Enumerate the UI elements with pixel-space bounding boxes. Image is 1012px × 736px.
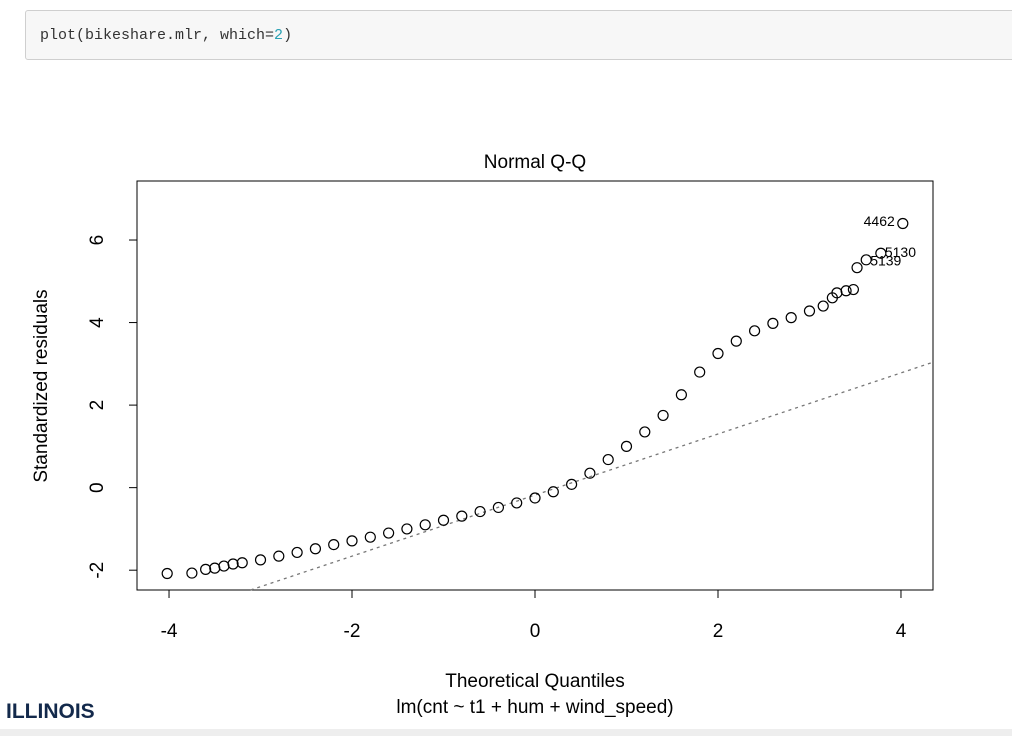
point: [657, 409, 669, 422]
point: [309, 543, 322, 555]
point: [620, 440, 633, 452]
point: [218, 560, 230, 572]
point: [364, 531, 376, 543]
point: [712, 347, 724, 360]
point: [227, 558, 239, 570]
y-tick-label: 2: [87, 400, 108, 411]
code-cell[interactable]: plot(bikeshare.mlr, which=2): [25, 10, 1012, 60]
code-number: 2: [274, 27, 284, 44]
point: [897, 217, 909, 230]
y-tick-label: -2: [87, 562, 108, 579]
point: [803, 305, 816, 317]
point: [840, 285, 852, 297]
x-axis-label: Theoretical Quantiles: [445, 671, 625, 692]
y-tick-label: 0: [87, 482, 108, 493]
point: [511, 497, 523, 509]
point: [748, 325, 761, 337]
point-label: 4462: [864, 213, 895, 229]
point: [474, 505, 486, 518]
point: [328, 539, 340, 551]
point: [419, 519, 431, 531]
point: [291, 546, 303, 559]
point: [186, 567, 198, 579]
point-label: 5139: [870, 253, 901, 269]
point: [346, 535, 358, 547]
x-tick-label: 4: [896, 621, 907, 642]
point: [639, 426, 651, 438]
x-tick-label: 2: [713, 621, 724, 642]
point: [817, 300, 829, 312]
point: [529, 492, 541, 504]
point: [584, 467, 596, 479]
qq-line: [250, 361, 934, 591]
point: [254, 554, 267, 566]
footer-strip: [0, 729, 1012, 736]
point: [565, 478, 578, 490]
y-axis-label: Standardized residuals: [31, 289, 52, 482]
point: [730, 335, 742, 347]
point: [383, 527, 395, 539]
point: [785, 312, 797, 324]
point: [200, 563, 212, 575]
y-tick-label: 4: [87, 317, 108, 328]
point: [273, 550, 285, 562]
y-tick-label: 6: [87, 235, 108, 246]
point-label: 5130: [885, 244, 916, 260]
code: ): [283, 27, 293, 44]
x-tick-label: -2: [344, 621, 361, 642]
chart-title: Normal Q-Q: [484, 152, 586, 173]
point: [456, 510, 468, 522]
point: [547, 486, 559, 498]
point: [851, 262, 863, 274]
point: [602, 453, 614, 466]
point: [401, 523, 413, 535]
point: [209, 562, 221, 574]
point: [161, 567, 173, 580]
point: [492, 501, 505, 514]
subtitle: lm(cnt ~ t1 + hum + wind_speed): [396, 697, 673, 718]
x-tick-label: 0: [530, 621, 541, 642]
point: [847, 283, 860, 296]
point: [694, 366, 706, 378]
code: plot(bikeshare.mlr, which=: [40, 27, 275, 44]
plot-frame: [136, 180, 934, 591]
point: [236, 557, 248, 569]
logo: ILLINOIS: [6, 700, 95, 723]
point: [875, 247, 887, 259]
x-tick-label: -4: [161, 621, 178, 642]
point: [860, 254, 872, 266]
point: [437, 514, 450, 526]
point: [767, 317, 779, 329]
point: [675, 389, 687, 401]
